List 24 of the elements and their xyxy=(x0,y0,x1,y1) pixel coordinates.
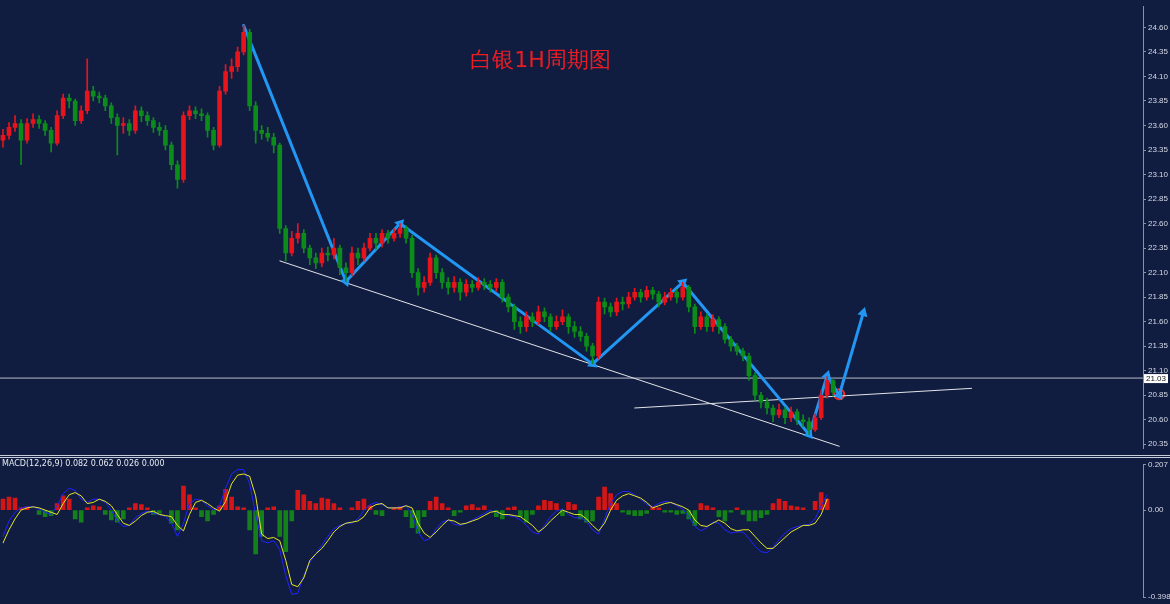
y-tick-label: 21.85 xyxy=(1148,292,1169,302)
y-tick-label: 23.10 xyxy=(1148,169,1169,179)
y-tick-label: 24.35 xyxy=(1148,47,1169,57)
y-tick-label: 21.60 xyxy=(1148,316,1169,326)
y-tick-label: 0.207 xyxy=(1148,460,1169,469)
y-tick-label: 22.60 xyxy=(1148,218,1169,228)
y-tick-label: 21.35 xyxy=(1148,341,1169,351)
y-tick-label: 20.85 xyxy=(1148,390,1169,400)
y-tick-label: 22.35 xyxy=(1148,243,1169,253)
y-tick-label: 24.10 xyxy=(1148,71,1169,81)
y-tick-label: 22.85 xyxy=(1148,194,1169,204)
chart-title: MACD(12,26,9) 0.082 0.062 0.026 0.000 xyxy=(2,459,165,469)
y-tick-label: 20.35 xyxy=(1148,439,1169,449)
text: 白银1H周期图 xyxy=(470,46,611,72)
y-tick-label: 21.10 xyxy=(1148,365,1169,375)
y-tick-label: 20.60 xyxy=(1148,414,1169,424)
y-tick-label: -0.398 xyxy=(1148,592,1170,602)
y-tick-label: 23.60 xyxy=(1148,120,1169,130)
y-tick-label: 24.60 xyxy=(1148,22,1169,32)
y-tick-label: 0.00 xyxy=(1148,505,1165,515)
y-tick-label: 23.35 xyxy=(1148,145,1169,155)
ref-line-label: 21.03 xyxy=(1146,373,1167,383)
y-tick-label: 23.85 xyxy=(1148,96,1169,106)
y-tick-label: 22.10 xyxy=(1148,267,1169,277)
